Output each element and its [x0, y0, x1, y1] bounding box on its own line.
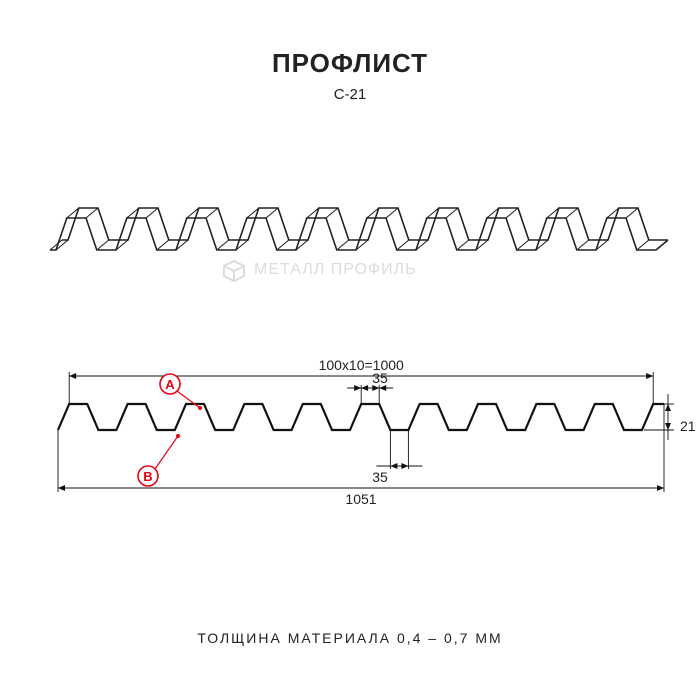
model-code: С-21 — [0, 86, 700, 103]
svg-text:100х10=1000: 100х10=1000 — [319, 357, 404, 373]
svg-text:35: 35 — [372, 370, 388, 386]
isometric-profile-view — [0, 140, 700, 290]
page-title: ПРОФЛИСТ — [0, 48, 700, 79]
svg-text:35: 35 — [372, 469, 388, 485]
svg-text:B: B — [143, 469, 152, 484]
svg-text:21: 21 — [680, 418, 696, 434]
thickness-note: ТОЛЩИНА МАТЕРИАЛА 0,4 – 0,7 ММ — [0, 630, 700, 646]
svg-text:A: A — [165, 377, 175, 392]
cross-section-view: 100х10=1000 1051 35 35 21 A B — [0, 350, 700, 550]
svg-text:1051: 1051 — [345, 491, 376, 507]
